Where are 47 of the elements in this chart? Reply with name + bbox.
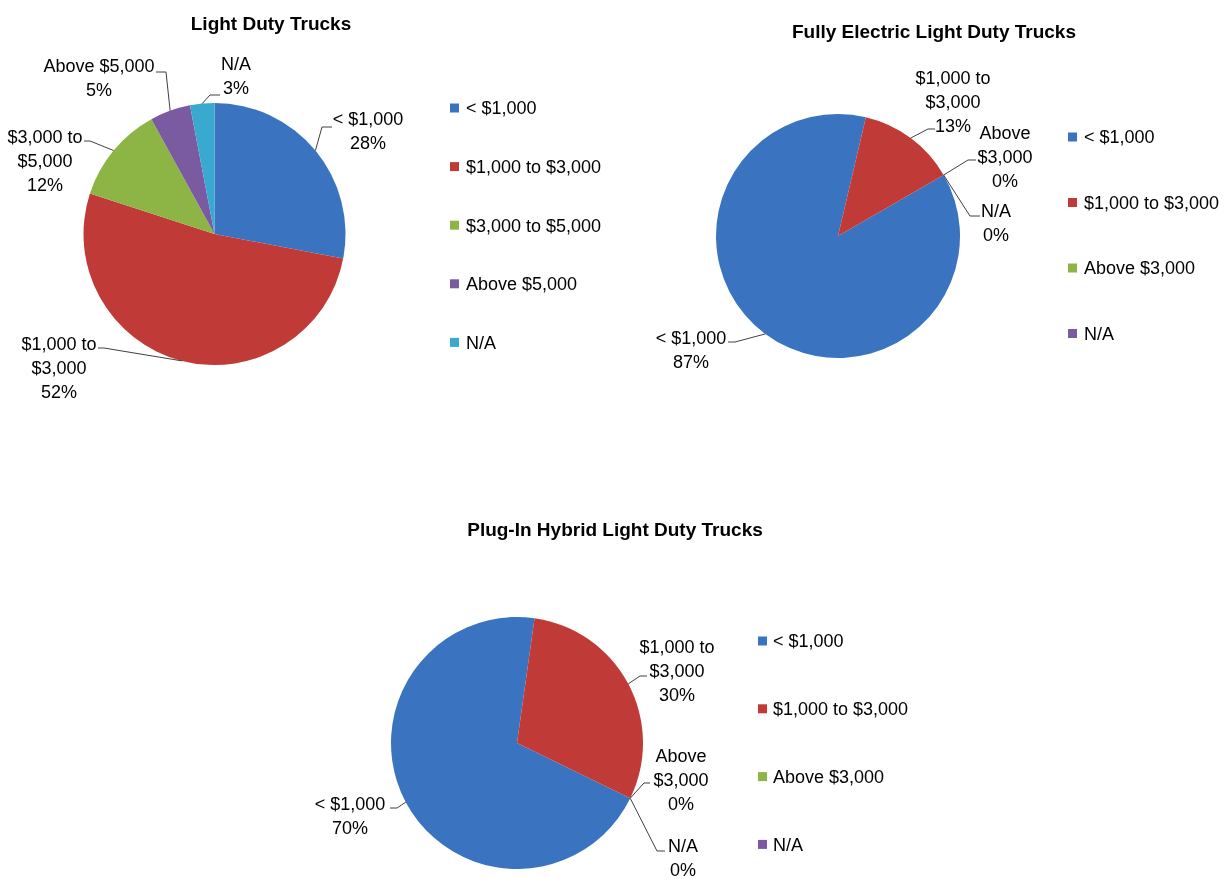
legend-label: N/A — [773, 834, 804, 855]
legend-label: < $1,000 — [1084, 127, 1155, 148]
slice-label: N/A — [220, 54, 252, 75]
legend-label: < $1,000 — [773, 631, 844, 652]
text: 0% — [669, 860, 697, 879]
slice-label: Above $5,000 — [43, 56, 155, 77]
slice-label: $1,000 to $3,000 — [915, 68, 991, 113]
legend-label: $1,000 to $3,000 — [1084, 192, 1220, 213]
chart-title: Light Duty Trucks — [190, 12, 352, 34]
legend-label: $3,000 to $5,000 — [466, 215, 602, 236]
category-label: N/A — [980, 201, 1012, 222]
legend-label: Above $3,000 — [1084, 258, 1196, 279]
text: 0% — [982, 225, 1010, 246]
data-label: 5% — [85, 80, 113, 101]
legend-label: N/A — [466, 332, 497, 353]
slice-label: < $1,000 — [332, 109, 404, 130]
slice-label: $3,000 to $5,000 — [7, 127, 83, 172]
text: 0% — [991, 171, 1019, 192]
slice-label: $1,000 to $3,000 — [21, 334, 97, 379]
data-label: 30% — [658, 685, 696, 706]
legend-label: $1,000 to $3,000 — [773, 699, 909, 720]
data-label: 87% — [672, 352, 710, 373]
slice-label: $1,000 to $3,000 — [639, 637, 715, 682]
pie-slice — [89, 119, 215, 234]
category-label: Above $3,000 — [653, 746, 709, 791]
category-label: Above $3,000 — [977, 123, 1033, 168]
slice-label: < $1,000 — [314, 794, 386, 815]
data-label: 28% — [349, 133, 387, 154]
data-label: 52% — [40, 382, 78, 403]
slice-label: < $1,000 — [655, 328, 727, 349]
chart-title: Plug-In Hybrid Light Duty Trucks — [467, 518, 763, 540]
pie-slice — [151, 105, 215, 234]
chart-title: Fully Electric Light Duty Trucks — [791, 20, 1077, 42]
category-label: N/A — [667, 836, 699, 857]
pie-slice — [214, 103, 346, 259]
text: 0% — [667, 794, 695, 815]
legend-label: < $1,000 — [466, 98, 537, 119]
pie-slice — [391, 617, 631, 869]
data-label: 70% — [331, 818, 369, 839]
data-label: 3% — [222, 78, 250, 99]
legend-label: $1,000 to $3,000 — [466, 156, 602, 177]
data-label: 12% — [26, 175, 64, 196]
legend-label: Above $3,000 — [773, 766, 885, 787]
legend-label: Above $5,000 — [466, 274, 578, 295]
legend-label: N/A — [1084, 323, 1115, 344]
pie-slice — [189, 103, 215, 234]
data-label: 13% — [934, 116, 972, 137]
